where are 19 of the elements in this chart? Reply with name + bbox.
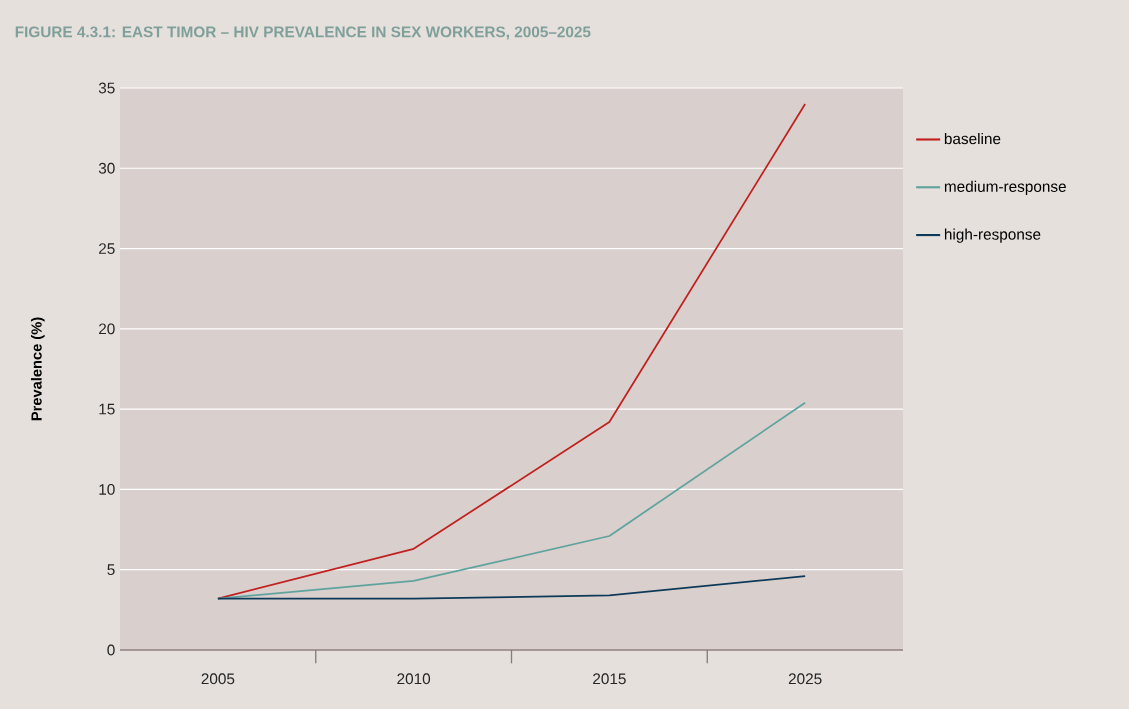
legend-label: baseline — [944, 132, 1001, 145]
x-tick-label: 2015 — [593, 673, 626, 685]
legend-label: high-response — [944, 228, 1041, 243]
y-tick-label: 10 — [99, 483, 115, 495]
x-tick-label: 2010 — [397, 673, 431, 685]
line-series — [217, 401, 806, 600]
line-series — [217, 103, 806, 600]
y-axis-title: Prevalence (%) — [30, 317, 45, 421]
x-tick-label: 2025 — [788, 673, 822, 685]
y-tick-label: 30 — [98, 162, 115, 174]
y-tick-label: 15 — [99, 403, 115, 415]
y-tick-label: 5 — [107, 564, 115, 576]
y-tick-label: 25 — [99, 243, 115, 254]
x-tick-label: 2005 — [201, 673, 235, 685]
y-tick-label: 0 — [107, 644, 115, 656]
y-tick-label: 20 — [99, 323, 115, 335]
chart-title: FIGURE 4.3.1: EAST TIMOR – HIV PREVALENCE IN SEX WORKERS, 2005–2025 — [15, 26, 591, 40]
legend-label: medium-response — [944, 180, 1066, 195]
y-tick-label: 35 — [98, 82, 115, 94]
